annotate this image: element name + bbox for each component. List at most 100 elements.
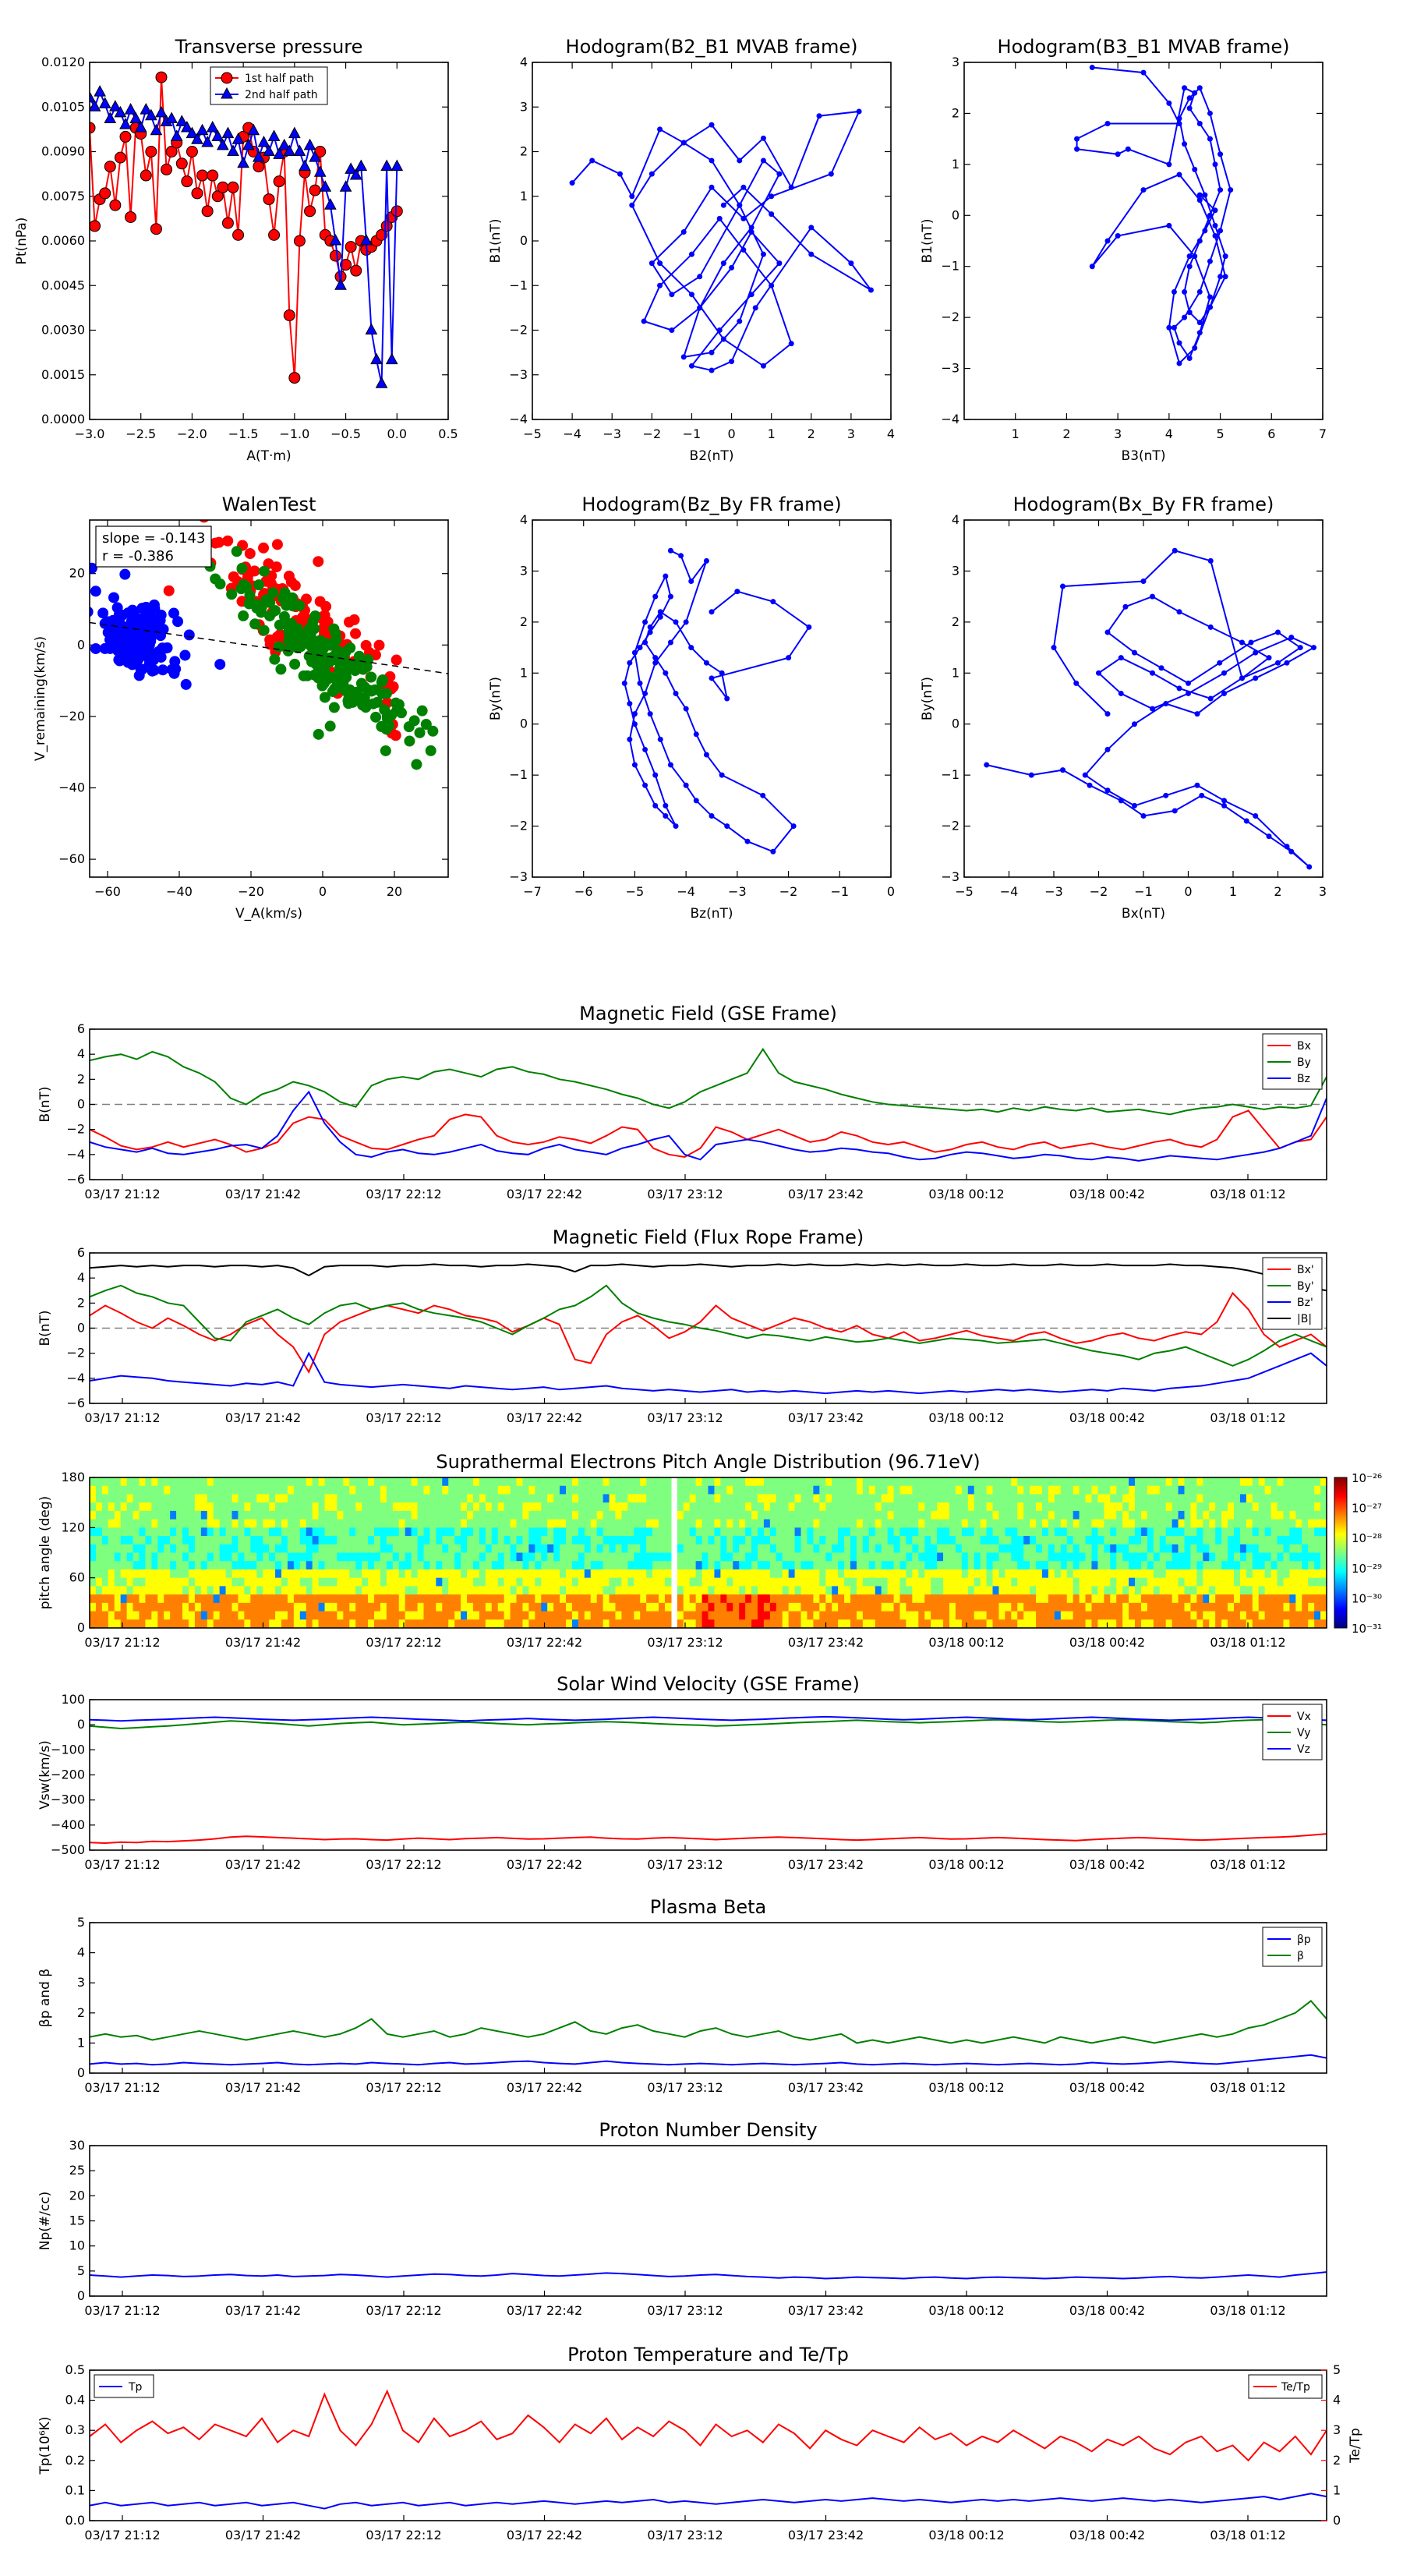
data-point xyxy=(1253,675,1258,681)
heatmap-cell xyxy=(96,1586,103,1594)
heatmap-cell xyxy=(547,1603,554,1612)
heatmap-cell xyxy=(220,1594,227,1603)
heatmap-cell xyxy=(974,1612,981,1620)
heatmap-cell xyxy=(454,1578,461,1587)
heatmap-cell xyxy=(244,1527,251,1536)
heatmap-cell xyxy=(313,1553,320,1562)
heatmap-cell xyxy=(1135,1536,1142,1545)
data-point xyxy=(668,548,673,554)
heatmap-cell xyxy=(1179,1536,1186,1545)
heatmap-cell xyxy=(696,1477,703,1486)
heatmap-cell xyxy=(789,1594,796,1603)
data-point xyxy=(1207,259,1213,264)
heatmap-cell xyxy=(560,1494,567,1502)
heatmap-cell xyxy=(393,1536,400,1545)
heatmap-cell xyxy=(801,1520,808,1528)
heatmap-cell xyxy=(157,1502,164,1511)
heatmap-cell xyxy=(528,1502,535,1511)
heatmap-cell xyxy=(665,1578,672,1587)
heatmap-cell xyxy=(591,1536,598,1545)
chart-solar_wind_velocity: Solar Wind Velocity (GSE Frame)03/17 21:… xyxy=(37,1673,1327,1872)
heatmap-cell xyxy=(819,1578,826,1587)
heatmap-cell xyxy=(981,1578,988,1587)
heatmap-cell xyxy=(1160,1553,1167,1562)
data-point xyxy=(1105,629,1111,635)
heatmap-cell xyxy=(313,1511,320,1520)
heatmap-cell xyxy=(987,1477,994,1486)
heatmap-cell xyxy=(1203,1494,1210,1502)
heatmap-cell xyxy=(349,1527,356,1536)
heatmap-cell xyxy=(652,1477,659,1486)
heatmap-cell xyxy=(486,1569,493,1578)
heatmap-cell xyxy=(294,1619,301,1628)
heatmap-cell xyxy=(467,1511,474,1520)
heatmap-cell xyxy=(214,1545,221,1553)
heatmap-cell xyxy=(1011,1612,1018,1620)
heatmap-cell xyxy=(652,1578,659,1587)
heatmap-cell xyxy=(399,1594,406,1603)
heatmap-cell xyxy=(1234,1536,1241,1545)
heatmap-cell xyxy=(448,1536,455,1545)
heatmap-cell xyxy=(454,1527,461,1536)
heatmap-cell xyxy=(844,1520,851,1528)
heatmap-cell xyxy=(869,1477,876,1486)
heatmap-cell xyxy=(250,1553,257,1562)
heatmap-cell xyxy=(659,1527,666,1536)
heatmap-cell xyxy=(1289,1527,1296,1536)
heatmap-cell xyxy=(1295,1619,1302,1628)
heatmap-cell xyxy=(399,1477,406,1486)
heatmap-cell xyxy=(553,1553,560,1562)
heatmap-cell xyxy=(998,1536,1005,1545)
heatmap-cell xyxy=(1308,1527,1315,1536)
heatmap-cell xyxy=(1160,1520,1167,1528)
heatmap-cell xyxy=(1240,1561,1247,1569)
heatmap-cell xyxy=(863,1494,870,1502)
heatmap-cell xyxy=(423,1594,430,1603)
heatmap-cell xyxy=(789,1486,796,1495)
heatmap-cell xyxy=(640,1619,647,1628)
heatmap-cell xyxy=(1135,1545,1142,1553)
heatmap-cell xyxy=(1314,1553,1321,1562)
heatmap-cell xyxy=(610,1619,617,1628)
data-point xyxy=(1208,696,1214,702)
heatmap-cell xyxy=(504,1520,511,1528)
heatmap-cell xyxy=(819,1586,826,1594)
heatmap-cell xyxy=(937,1603,944,1612)
x-tick-label: −2 xyxy=(1090,884,1108,899)
heatmap-cell xyxy=(1091,1612,1098,1620)
heatmap-cell xyxy=(90,1527,97,1536)
heatmap-cell xyxy=(726,1536,733,1545)
heatmap-cell xyxy=(405,1511,412,1520)
heatmap-cell xyxy=(164,1527,171,1536)
heatmap-cell xyxy=(652,1586,659,1594)
heatmap-cell xyxy=(863,1569,870,1578)
heatmap-cell xyxy=(330,1511,337,1520)
heatmap-cell xyxy=(937,1561,944,1569)
heatmap-cell xyxy=(924,1502,931,1511)
heatmap-cell xyxy=(572,1477,579,1486)
heatmap-cell xyxy=(863,1511,870,1520)
heatmap-cell xyxy=(560,1586,567,1594)
data-point xyxy=(171,130,182,140)
heatmap-cell xyxy=(412,1586,419,1594)
heatmap-cell xyxy=(281,1477,288,1486)
data-point xyxy=(150,224,161,235)
heatmap-cell xyxy=(374,1477,381,1486)
heatmap-cell xyxy=(1221,1511,1228,1520)
heatmap-cell xyxy=(423,1536,430,1545)
heatmap-cell xyxy=(1203,1578,1210,1587)
heatmap-cell xyxy=(393,1477,400,1486)
heatmap-cell xyxy=(170,1619,177,1628)
heatmap-cell xyxy=(380,1536,387,1545)
heatmap-cell xyxy=(528,1477,535,1486)
heatmap-cell xyxy=(850,1578,857,1587)
data-point xyxy=(709,350,715,356)
heatmap-cell xyxy=(1314,1619,1321,1628)
heatmap-cell xyxy=(1196,1511,1203,1520)
plot-area xyxy=(570,108,874,373)
time-tick-label: 03/18 01:12 xyxy=(1210,1857,1285,1872)
heatmap-cell xyxy=(962,1494,969,1502)
heatmap-cell xyxy=(96,1486,103,1495)
y-tick-label: 0.0000 xyxy=(41,412,85,426)
heatmap-cell xyxy=(832,1569,839,1578)
